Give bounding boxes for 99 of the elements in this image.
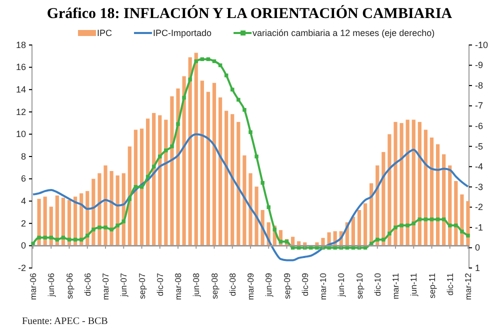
bar bbox=[152, 113, 156, 246]
x-tick-label: jun-10 bbox=[336, 272, 346, 298]
x-tick-label: mar-06 bbox=[28, 272, 38, 300]
x-tick-label: dic-06 bbox=[82, 272, 92, 296]
bar bbox=[388, 134, 392, 246]
bar bbox=[248, 173, 252, 246]
y2-tick-label: -3 bbox=[475, 182, 484, 192]
bar bbox=[170, 96, 174, 246]
bar bbox=[146, 118, 150, 246]
bar bbox=[242, 155, 246, 246]
x-tick-label: sep-09 bbox=[282, 272, 292, 299]
y2-tick-label: -10 bbox=[475, 40, 488, 50]
y2-tick-label: -1 bbox=[475, 222, 484, 232]
bar bbox=[406, 120, 410, 246]
bar bbox=[412, 120, 416, 246]
bar bbox=[430, 138, 434, 246]
y2-tick-label: -9 bbox=[475, 60, 484, 70]
bar bbox=[134, 130, 138, 246]
bar bbox=[67, 200, 72, 246]
y-tick-label: 0 bbox=[20, 240, 26, 251]
bar bbox=[43, 196, 47, 246]
x-tick-label: dic-07 bbox=[154, 272, 165, 296]
bar bbox=[188, 57, 192, 246]
x-tick-label: sep-08 bbox=[209, 272, 220, 299]
y-tick-label: 16 bbox=[16, 62, 26, 72]
y-tick-label: 2 bbox=[20, 218, 26, 228]
y2-tick-label: -5 bbox=[475, 141, 484, 152]
bar bbox=[140, 128, 144, 246]
bar bbox=[460, 194, 464, 246]
bar bbox=[400, 123, 404, 246]
bar bbox=[442, 154, 446, 246]
x-tick-label: sep-06 bbox=[64, 272, 74, 299]
x-tick-label: jun-06 bbox=[46, 272, 56, 298]
bar bbox=[218, 97, 222, 246]
bar bbox=[394, 122, 398, 246]
x-tick-label: sep-10 bbox=[354, 272, 364, 299]
y-tick-label: 6 bbox=[20, 174, 26, 184]
bar bbox=[110, 170, 114, 246]
bar bbox=[466, 201, 470, 246]
bar bbox=[376, 165, 380, 246]
bar bbox=[206, 92, 210, 246]
y2-tick-label: 0 bbox=[475, 242, 480, 253]
bar bbox=[212, 82, 216, 246]
bar bbox=[182, 76, 186, 246]
bar bbox=[236, 122, 240, 246]
bar bbox=[200, 80, 204, 246]
bar bbox=[194, 52, 198, 246]
bar bbox=[382, 152, 386, 246]
x-tick-label: dic-11 bbox=[444, 272, 455, 296]
x-tick-label: sep-07 bbox=[136, 272, 147, 299]
bar bbox=[116, 175, 120, 246]
chart-title: Gráfico 18: INFLACIÓN Y LA ORIENTACIÓN CAMBIARIA bbox=[46, 5, 452, 22]
x-tick-label: mar-08 bbox=[173, 272, 183, 300]
y-tick-label: 18 bbox=[16, 40, 26, 50]
y-tick-label: 14 bbox=[16, 84, 26, 94]
source-note: Fuente: APEC - BCB bbox=[22, 316, 108, 327]
x-tick-label: mar-07 bbox=[100, 272, 110, 300]
bar bbox=[104, 165, 108, 246]
y2-tick-label: -2 bbox=[475, 202, 484, 212]
y2-tick-label: -4 bbox=[475, 162, 484, 172]
x-tick-label: jun-11 bbox=[408, 272, 419, 297]
y2-tick-label: -7 bbox=[475, 100, 484, 111]
bar bbox=[98, 173, 102, 246]
legend-label: IPC bbox=[97, 28, 113, 38]
y-tick-label: 10 bbox=[16, 129, 26, 140]
bar bbox=[454, 181, 458, 246]
bar bbox=[448, 165, 452, 246]
bar bbox=[230, 114, 234, 246]
x-tick-label: jun-07 bbox=[118, 272, 129, 298]
bar bbox=[122, 173, 126, 246]
bar bbox=[254, 186, 258, 246]
y-tick-label: -2 bbox=[18, 262, 26, 273]
y2-tick-label: 1 bbox=[475, 262, 480, 273]
x-tick-label: jun-09 bbox=[264, 272, 274, 298]
bar bbox=[158, 115, 162, 246]
bar bbox=[37, 198, 41, 246]
x-tick-label: jun-08 bbox=[191, 272, 202, 298]
x-tick-label: sep-11 bbox=[426, 272, 437, 298]
x-tick-label: mar-10 bbox=[318, 272, 328, 300]
y-tick-label: 8 bbox=[20, 151, 26, 162]
bar bbox=[164, 120, 168, 246]
line-series bbox=[32, 133, 469, 262]
y-tick-label: 4 bbox=[20, 196, 26, 206]
bar bbox=[176, 88, 180, 246]
x-tick-label: dic-09 bbox=[300, 272, 310, 296]
bar bbox=[418, 122, 422, 246]
bar bbox=[436, 144, 440, 246]
y2-tick-label: -8 bbox=[475, 80, 484, 90]
x-tick-label: mar-12 bbox=[463, 272, 473, 300]
x-tick-label: dic-08 bbox=[227, 272, 238, 296]
x-tick-label: mar-11 bbox=[390, 272, 400, 300]
x-tick-label: mar-09 bbox=[246, 272, 256, 300]
legend-label: IPC-Importado bbox=[153, 28, 212, 38]
bar bbox=[424, 130, 428, 246]
bar bbox=[224, 110, 228, 246]
y2-tick-label: -6 bbox=[475, 120, 484, 131]
x-tick-label: dic-10 bbox=[372, 272, 382, 296]
y-tick-label: 12 bbox=[16, 106, 26, 117]
legend-label: variación cambiaria a 12 meses (eje derecho) bbox=[252, 28, 435, 38]
